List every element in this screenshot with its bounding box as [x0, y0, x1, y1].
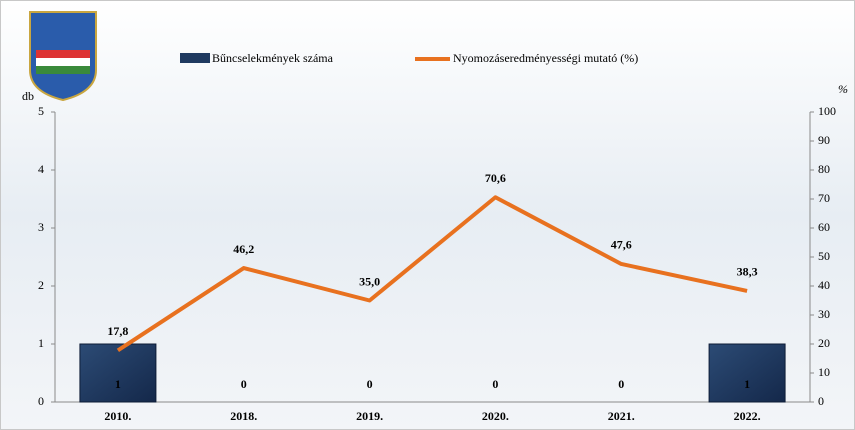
legend-swatch — [180, 53, 210, 63]
y-tick-label: 2 — [38, 278, 44, 292]
bar-value-label: 1 — [115, 377, 121, 391]
emblem — [29, 11, 97, 102]
y-tick-label: 3 — [38, 220, 44, 234]
legend-label: Nyomozáseredményességi mutató (%) — [453, 51, 638, 65]
y2-tick-label: 10 — [818, 365, 830, 379]
line-value-label: 35,0 — [359, 274, 380, 288]
bar-value-label: 0 — [367, 377, 373, 391]
y2-tick-label: 70 — [818, 191, 830, 205]
x-tick-label: 2021. — [608, 409, 635, 423]
y2-tick-label: 80 — [818, 162, 830, 176]
bar — [79, 343, 157, 403]
x-tick-label: 2020. — [482, 409, 509, 423]
bar-value-label: 1 — [744, 377, 750, 391]
line — [116, 195, 748, 353]
bar-value-label: 0 — [492, 377, 498, 391]
y2-axis-label: % — [838, 82, 848, 96]
y2-tick-label: 0 — [818, 394, 824, 408]
y2-tick-label: 60 — [818, 220, 830, 234]
y2-tick-label: 40 — [818, 278, 830, 292]
legend-label: Bűncselekmények száma — [212, 51, 334, 65]
x-tick-label: 2010. — [104, 409, 131, 423]
x-tick-label: 2022. — [734, 409, 761, 423]
y-tick-label: 0 — [38, 394, 44, 408]
line-value-label: 17,8 — [107, 324, 128, 338]
y2-tick-label: 100 — [818, 104, 836, 118]
y-tick-label: 4 — [38, 162, 44, 176]
bar-value-label: 0 — [241, 377, 247, 391]
line-value-label: 47,6 — [611, 238, 632, 252]
bar-value-label: 0 — [618, 377, 624, 391]
x-tick-label: 2019. — [356, 409, 383, 423]
y2-tick-label: 30 — [818, 307, 830, 321]
bar — [708, 343, 786, 403]
y-tick-label: 5 — [38, 104, 44, 118]
line-value-label: 38,3 — [737, 265, 758, 279]
line-value-label: 46,2 — [233, 242, 254, 256]
y2-tick-label: 90 — [818, 133, 830, 147]
y2-tick-label: 50 — [818, 249, 830, 263]
y-axis-label: db — [22, 89, 34, 103]
line-value-label: 70,6 — [485, 171, 506, 185]
y-tick-label: 1 — [38, 336, 44, 350]
x-tick-label: 2018. — [230, 409, 257, 423]
y2-tick-label: 20 — [818, 336, 830, 350]
